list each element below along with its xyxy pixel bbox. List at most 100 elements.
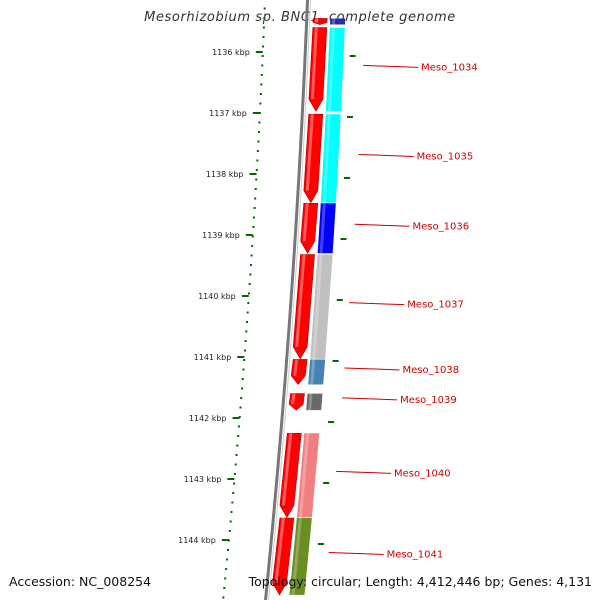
cds-arrow-shine — [291, 393, 296, 405]
cog-block — [317, 203, 336, 254]
cog-block — [306, 393, 323, 411]
gc-skew-tick — [349, 55, 356, 57]
ruler-tick-label: 1140 kbp — [198, 292, 236, 301]
ruler-minor-tick — [255, 178, 258, 181]
cds-track — [272, 18, 328, 596]
ruler-minor-tick — [232, 492, 235, 494]
gc-skew-tick — [340, 238, 347, 240]
ruler-minor-tick — [263, 17, 266, 19]
ruler-minor-tick — [256, 159, 259, 162]
gc-skew-tick — [317, 543, 324, 545]
ruler-major-tick — [249, 173, 257, 175]
ruler-minor-tick — [251, 245, 254, 247]
ruler-minor-tick — [262, 26, 265, 29]
ruler-minor-tick — [242, 368, 245, 371]
backbone-track — [264, 0, 311, 600]
ruler-minor-tick — [246, 321, 249, 323]
cog-block — [310, 254, 333, 359]
ruler-minor-tick — [246, 311, 249, 314]
gene-label-leader — [349, 302, 405, 306]
cds-arrow-shine — [281, 433, 293, 506]
cog-block-shine — [327, 27, 335, 112]
ruler-minor-tick — [226, 549, 229, 551]
ruler-minor-tick — [231, 501, 234, 504]
ruler-minor-tick — [254, 188, 257, 190]
gene-label-leader — [358, 153, 414, 157]
ruler-minor-tick — [233, 473, 236, 475]
cog-block-shine — [322, 114, 331, 203]
ruler-minor-tick — [240, 387, 243, 390]
cog-block-shine — [312, 254, 323, 359]
ruler-minor-tick — [224, 577, 227, 580]
ruler-minor-tick — [260, 83, 263, 86]
ruler-minor-tick — [225, 568, 228, 570]
gene-label-leader — [342, 397, 398, 401]
page-title: Mesorhizobium sp. BNC1, complete genome — [144, 10, 456, 25]
cog-block — [289, 518, 312, 595]
ruler-minor-tick — [252, 216, 255, 219]
ruler-minor-tick — [261, 64, 264, 67]
gene-label: Meso_1039 — [400, 395, 457, 406]
ruler-major-tick — [227, 478, 235, 480]
cog-block — [325, 27, 345, 112]
gene-label: Meso_1034 — [421, 62, 478, 73]
gene-label: Meso_1038 — [403, 365, 460, 376]
ruler-minor-tick — [228, 530, 231, 532]
cds-arrow-shine — [293, 359, 299, 376]
cds-arrow — [288, 393, 305, 411]
ruler-major-tick — [232, 417, 240, 419]
ruler-major-tick — [221, 539, 229, 541]
ruler-minor-tick — [258, 121, 261, 124]
ruler-tick-label: 1137 kbp — [209, 109, 247, 118]
ruler-major-tick — [237, 356, 245, 358]
ruler-minor-tick — [260, 74, 263, 76]
ruler-minor-tick — [243, 359, 246, 361]
gene-label: Meso_1037 — [407, 300, 464, 311]
gc-skew-tick — [347, 116, 354, 118]
cog-block — [320, 114, 341, 203]
cog-block-shine — [331, 18, 336, 25]
ruler-major-tick — [252, 112, 260, 114]
ruler-minor-tick — [236, 444, 239, 447]
gc-skew-tick — [343, 177, 350, 179]
gc-skew-tick — [328, 421, 335, 423]
genome-stats-text: Topology: circular; Length: 4,412,446 bp… — [248, 574, 592, 589]
ruler-minor-tick — [226, 558, 229, 561]
ruler-minor-tick — [227, 539, 230, 542]
ruler-minor-tick — [254, 197, 257, 200]
ruler-minor-tick — [230, 511, 233, 513]
ruler-major-tick — [241, 295, 249, 297]
ruler-minor-tick — [256, 150, 259, 152]
cds-arrow — [300, 202, 319, 254]
cog-block — [308, 359, 326, 385]
cds-arrow-shine — [302, 203, 309, 242]
cog-block-shine — [291, 518, 302, 595]
gc-skew-track — [317, 55, 356, 545]
ruler-minor-tick — [263, 7, 266, 10]
ruler-tick-label: 1138 kbp — [206, 170, 244, 179]
gene-labels: Meso_1034 Meso_1035 Meso_1036 Meso_1037 Meso… — [328, 62, 478, 560]
cds-arrow-shine — [314, 18, 319, 23]
ruler-minor-tick — [237, 425, 240, 428]
ruler-minor-tick — [247, 302, 250, 304]
backbone-line — [264, 0, 309, 600]
ruler-minor-tick — [262, 36, 265, 38]
ruler-tick-label: 1139 kbp — [202, 231, 240, 240]
cds-arrow-shine — [274, 518, 285, 583]
ruler-minor-tick — [223, 587, 226, 589]
ruler-minor-tick — [229, 520, 232, 523]
ruler-minor-tick — [257, 140, 260, 143]
cds-arrow-shine — [310, 27, 318, 100]
ruler-tick-label: 1144 kbp — [178, 536, 216, 545]
ruler-minor-tick — [233, 482, 236, 485]
ruler-minor-tick — [250, 254, 253, 257]
ruler-minor-tick — [237, 435, 240, 437]
ruler-minor-tick — [253, 207, 256, 209]
cds-arrow — [290, 359, 308, 385]
ruler-minor-tick — [234, 463, 237, 466]
ruler-minor-tick — [252, 226, 255, 228]
cds-arrow-shine — [295, 254, 306, 347]
cog-block-shine — [319, 203, 326, 254]
gene-label-leader — [344, 367, 400, 371]
